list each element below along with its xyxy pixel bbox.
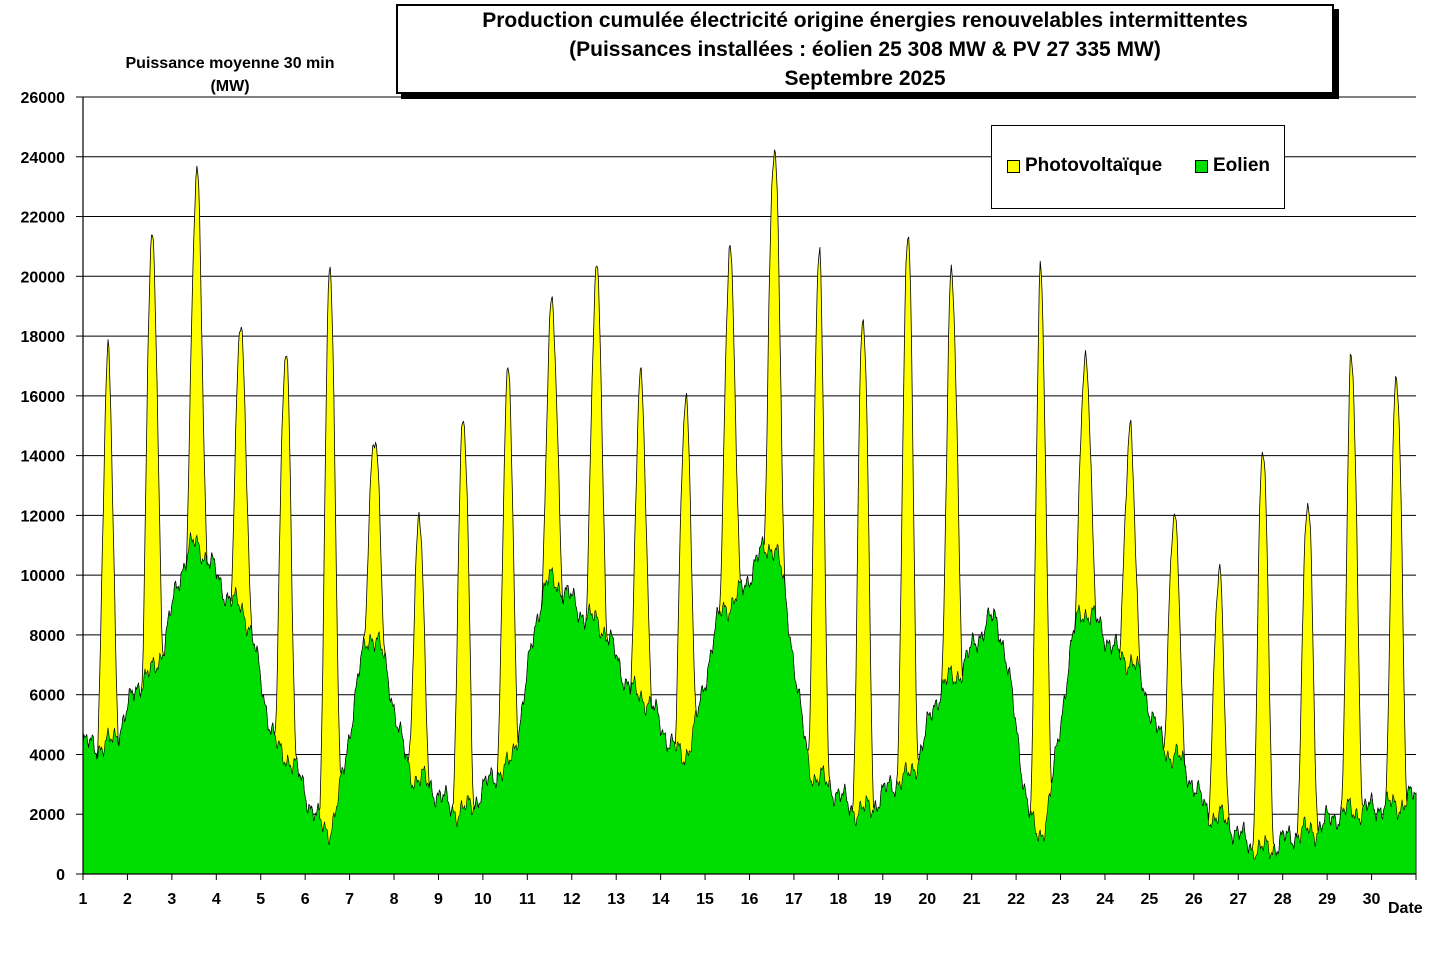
x-tick-label: 17: [785, 891, 803, 908]
x-tick-label: 23: [1052, 891, 1070, 908]
x-tick-label: 28: [1274, 891, 1292, 908]
y-tick-label: 12000: [21, 508, 66, 525]
x-tick-label: 13: [607, 891, 625, 908]
x-tick-label: 2: [123, 891, 132, 908]
x-tick-label: 18: [829, 891, 847, 908]
y-tick-label: 22000: [21, 210, 66, 227]
x-tick-label: 4: [212, 891, 221, 908]
y-tick-label: 18000: [21, 329, 66, 346]
y-tick-label: 0: [56, 867, 65, 884]
x-tick-label: 14: [652, 891, 670, 908]
x-tick-label: 26: [1185, 891, 1203, 908]
x-tick-label: 6: [301, 891, 310, 908]
x-tick-label: 16: [741, 891, 759, 908]
y-tick-label: 16000: [21, 389, 66, 406]
y-axis-label: Puissance moyenne 30 min (MW): [60, 52, 400, 98]
x-tick-label: 20: [918, 891, 936, 908]
x-tick-label: 21: [963, 891, 981, 908]
x-tick-label: 9: [434, 891, 443, 908]
y-tick-label: 4000: [29, 747, 65, 764]
y-axis-label-line-1: Puissance moyenne 30 min: [125, 55, 335, 72]
x-tick-labels: 1 2 3 4 5 6 7 8 9 10 11 12 13 14 15 16 17 18 19 20 21 22 23 24 2…: [79, 891, 1381, 908]
legend-label-photovoltaique: Photovoltaïque: [1025, 155, 1163, 176]
x-tick-label: 1: [79, 891, 88, 908]
y-tick-label: 2000: [29, 807, 65, 824]
y-tick-label: 26000: [21, 90, 66, 107]
x-tick-label: 12: [563, 891, 581, 908]
x-tick-label: 29: [1318, 891, 1336, 908]
axes: [82, 97, 1417, 880]
x-tick-label: 19: [874, 891, 892, 908]
x-tick-label: 15: [696, 891, 714, 908]
legend: Photovoltaïque Eolien: [991, 125, 1285, 209]
title-line-2: (Puissances installées : éolien 25 308 M…: [569, 38, 1161, 61]
x-axis-label: Date: [1388, 900, 1423, 917]
x-tick-label: 7: [345, 891, 354, 908]
legend-item-eolien: Eolien: [1195, 155, 1270, 177]
y-tick-label: 6000: [29, 688, 65, 705]
x-tick-label: 24: [1096, 891, 1114, 908]
y-tick-label: 14000: [21, 449, 66, 466]
legend-label-eolien: Eolien: [1213, 155, 1271, 176]
x-tick-label: 25: [1141, 891, 1159, 908]
x-tick-label: 30: [1363, 891, 1381, 908]
x-tick-label: 27: [1229, 891, 1247, 908]
title-line-1: Production cumulée électricité origine é…: [482, 9, 1248, 32]
legend-swatch-photovoltaique: [1007, 159, 1020, 173]
x-tick-label: 3: [167, 891, 176, 908]
y-tick-label: 24000: [21, 150, 66, 167]
legend-item-photovoltaique: Photovoltaïque: [1007, 155, 1162, 177]
y-tick-label: 10000: [21, 568, 66, 585]
x-tick-label: 10: [474, 891, 492, 908]
y-tick-labels: 0 2000 4000 6000 8000 10000 12000 14000 16000 180…: [21, 90, 66, 884]
x-tick-label: 5: [256, 891, 265, 908]
chart-title: Production cumulée électricité origine é…: [396, 4, 1334, 94]
legend-swatch-eolien: [1195, 159, 1208, 173]
y-axis-label-line-2: (MW): [210, 78, 250, 95]
y-tick-label: 20000: [21, 269, 66, 286]
title-line-3: Septembre 2025: [784, 67, 946, 90]
x-tick-label: 8: [390, 891, 399, 908]
x-tick-label: 11: [519, 891, 536, 908]
x-tick-label: 22: [1007, 891, 1025, 908]
y-tick-label: 8000: [29, 628, 65, 645]
eolien-area: [82, 532, 1417, 875]
